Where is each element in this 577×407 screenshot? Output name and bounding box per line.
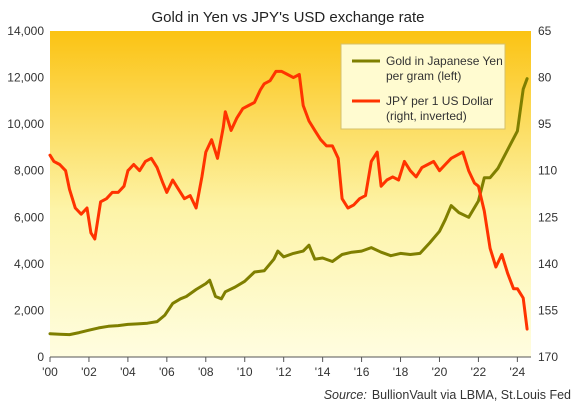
y-left-tick-label: 6,000 (14, 210, 44, 224)
y-right-tick-label: 110 (538, 164, 557, 178)
right-y-axis: 65 80 95 110 125 140 155 170 (538, 24, 558, 364)
legend-label-jpy-usd-line1: JPY per 1 US Dollar (386, 94, 493, 108)
source-label: Source: (324, 388, 367, 402)
y-left-tick-label: 14,000 (7, 24, 44, 38)
left-y-axis: 0 2,000 4,000 6,000 8,000 10,000 12,000 14,000 (7, 24, 44, 364)
x-tick-label: '02 (81, 365, 97, 379)
legend: Gold in Japanese Yen per gram (left) JPY… (340, 43, 506, 130)
chart-title: Gold in Yen vs JPY's USD exchange rate (151, 9, 424, 26)
x-tick-label: '00 (42, 365, 58, 379)
x-axis: '00 '02 '04 '06 '08 '10 '12 '14 '16 '18 '20 '22 '24 (42, 356, 531, 379)
y-left-tick-label: 4,000 (14, 257, 44, 271)
y-left-tick-label: 8,000 (14, 164, 44, 178)
series-layer (48, 69, 529, 337)
x-tick-label: '16 (354, 365, 370, 379)
y-right-tick-label: 170 (538, 350, 558, 364)
x-tick-label: '10 (237, 365, 253, 379)
x-tick-label: '14 (315, 365, 331, 379)
legend-label-gold-yen-line2: per gram (left) (386, 69, 461, 83)
legend-box (340, 43, 506, 130)
y-right-tick-label: 125 (538, 210, 558, 224)
x-tick-label: '04 (120, 365, 136, 379)
y-left-tick-label: 2,000 (14, 303, 44, 317)
y-left-tick-label: 0 (37, 350, 44, 364)
x-tick-label: '20 (432, 365, 448, 379)
legend-label-gold-yen-line1: Gold in Japanese Yen (386, 54, 503, 68)
y-right-tick-label: 80 (538, 71, 552, 85)
source-text: BullionVault via LBMA, St.Louis Fed (372, 388, 571, 402)
y-left-tick-label: 12,000 (7, 71, 44, 85)
series-line-gold-yen (48, 77, 529, 337)
x-tick-label: '12 (276, 365, 292, 379)
y-left-tick-label: 10,000 (7, 117, 44, 131)
series-line-jpy-usd (48, 69, 529, 331)
x-tick-label: '18 (393, 365, 409, 379)
y-right-tick-label: 140 (538, 257, 558, 271)
x-tick-label: '22 (471, 365, 487, 379)
source-note: Source: BullionVault via LBMA, St.Louis F… (324, 388, 571, 402)
x-tick-label: '06 (159, 365, 175, 379)
legend-label-jpy-usd-line2: (right, inverted) (386, 109, 467, 123)
y-right-tick-label: 155 (538, 303, 558, 317)
y-right-tick-label: 95 (538, 117, 552, 131)
y-right-tick-label: 65 (538, 24, 552, 38)
x-tick-label: '24 (510, 365, 526, 379)
x-tick-label: '08 (198, 365, 214, 379)
